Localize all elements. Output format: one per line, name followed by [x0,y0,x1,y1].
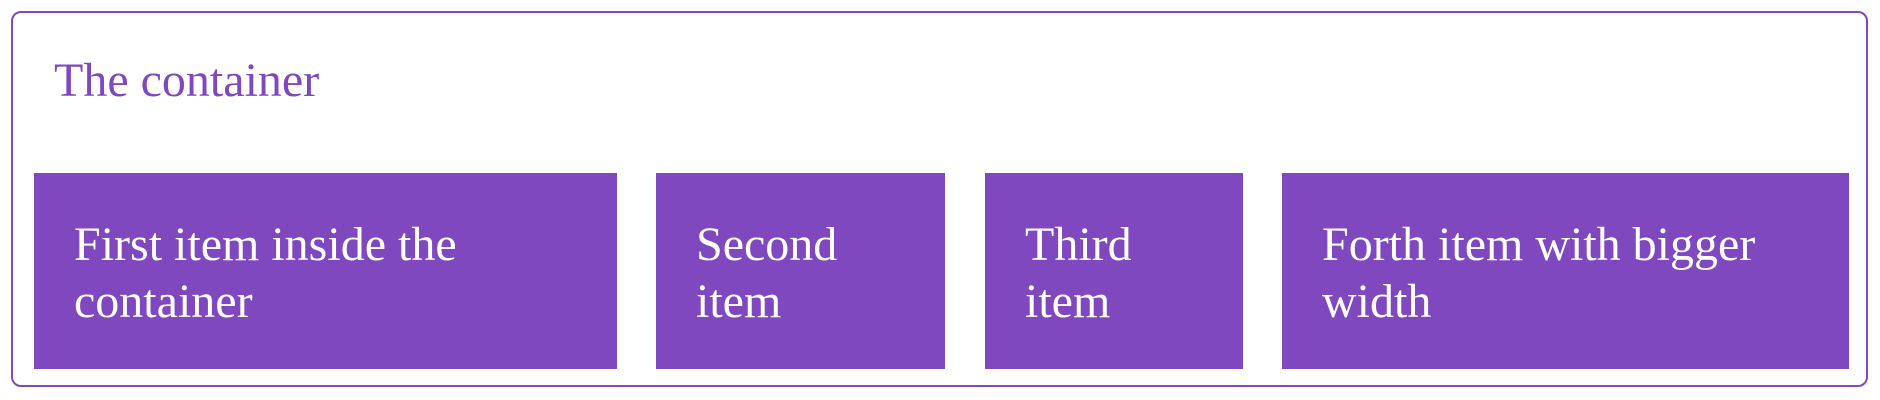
flex-item-second: Second item [656,173,945,369]
flex-item-third: Third item [985,173,1243,369]
flex-container: The container First item inside the cont… [11,11,1868,387]
flex-item-fourth: Forth item with bigger width [1282,173,1849,369]
container-title: The container [54,54,320,107]
flex-item-first: First item inside the container [34,173,617,369]
